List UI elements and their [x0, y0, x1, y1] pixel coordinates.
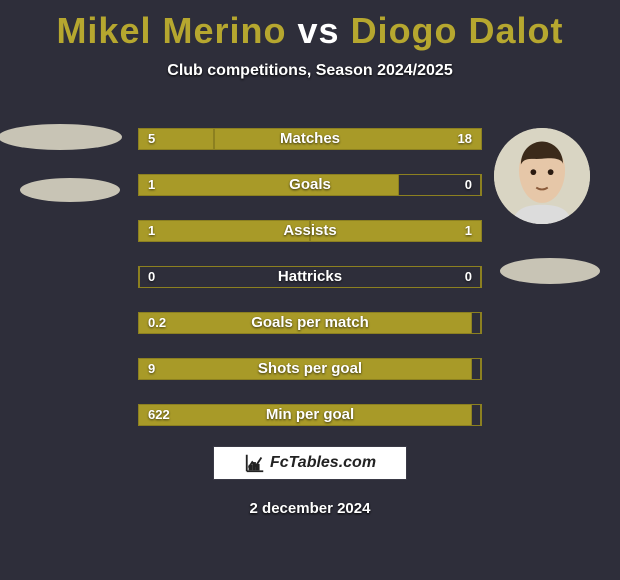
- player1-name: Mikel Merino: [56, 10, 286, 51]
- stat-row: 0.2Goals per match: [138, 312, 482, 334]
- comparison-title: Mikel Merino vs Diogo Dalot: [0, 0, 620, 52]
- avatar-left-placeholder-bottom: [20, 178, 120, 202]
- stat-row: 622Min per goal: [138, 404, 482, 426]
- stat-label: Shots per goal: [138, 358, 482, 380]
- stats-container: 518Matches 10Goals 11Assists 00Hattricks 0.2…: [138, 128, 482, 450]
- stat-label: Goals per match: [138, 312, 482, 334]
- avatar-left-placeholder-top: [0, 124, 122, 150]
- source-site-text: FcTables.com: [270, 454, 376, 472]
- stat-row: 518Matches: [138, 128, 482, 150]
- vs-text: vs: [298, 10, 340, 51]
- player2-name: Diogo Dalot: [351, 10, 564, 51]
- stat-label: Hattricks: [138, 266, 482, 288]
- face-icon: [494, 128, 590, 224]
- chart-icon: [244, 452, 266, 474]
- player2-avatar: [494, 128, 590, 224]
- date-text: 2 december 2024: [0, 500, 620, 517]
- stat-label: Goals: [138, 174, 482, 196]
- stat-row: 00Hattricks: [138, 266, 482, 288]
- stat-label: Assists: [138, 220, 482, 242]
- stat-label: Matches: [138, 128, 482, 150]
- subtitle: Club competitions, Season 2024/2025: [0, 62, 620, 80]
- stat-row: 9Shots per goal: [138, 358, 482, 380]
- source-logo: FcTables.com: [213, 446, 407, 480]
- avatar-right-shadow: [500, 258, 600, 284]
- stat-row: 11Assists: [138, 220, 482, 242]
- stat-label: Min per goal: [138, 404, 482, 426]
- stat-row: 10Goals: [138, 174, 482, 196]
